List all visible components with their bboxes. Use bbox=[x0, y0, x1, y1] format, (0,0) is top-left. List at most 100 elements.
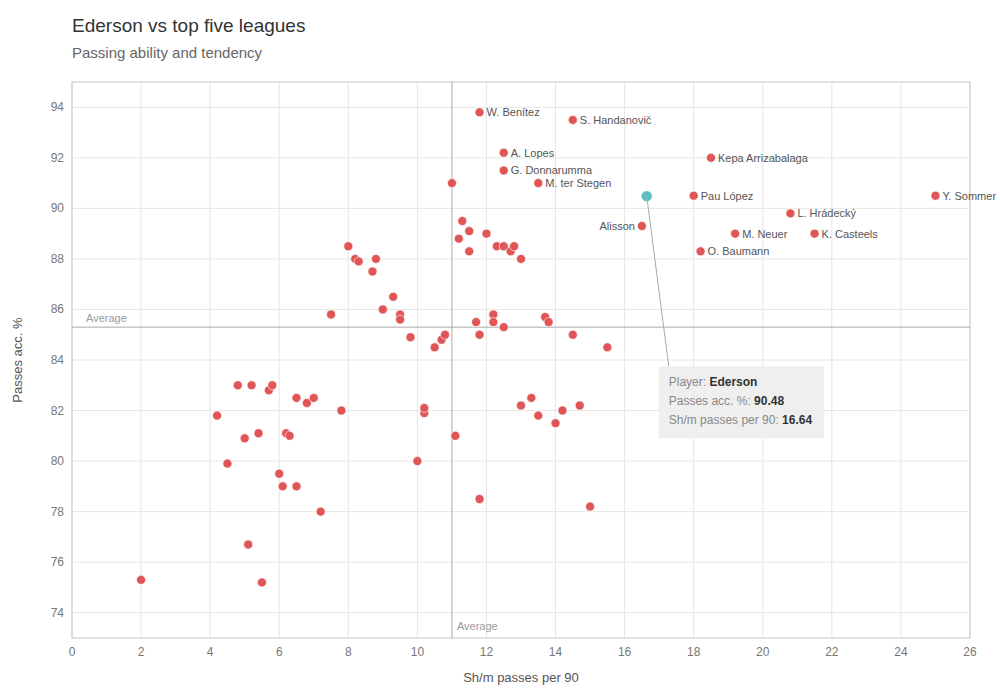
point bbox=[534, 411, 543, 420]
point bbox=[454, 234, 463, 243]
info-label: Sh/m passes per 90: bbox=[669, 413, 782, 427]
info-box-bg bbox=[659, 366, 824, 438]
subtitle: Passing ability and tendency bbox=[72, 44, 263, 61]
point bbox=[568, 330, 577, 339]
point bbox=[558, 406, 567, 415]
chart: Ederson vs top five leagues Passing abili… bbox=[0, 0, 1000, 700]
x-axis-label: Sh/m passes per 90 bbox=[463, 670, 579, 685]
point bbox=[396, 315, 405, 324]
point bbox=[327, 310, 336, 319]
point bbox=[482, 229, 491, 238]
point bbox=[292, 393, 301, 402]
point bbox=[368, 267, 377, 276]
tick-label: 88 bbox=[51, 252, 65, 266]
point bbox=[406, 333, 415, 342]
tick-label: 76 bbox=[51, 555, 65, 569]
point bbox=[420, 404, 429, 413]
tick-label: 84 bbox=[51, 353, 65, 367]
point bbox=[344, 242, 353, 251]
tick-label: 94 bbox=[51, 100, 65, 114]
info-box: Player: Ederson Passes acc. %: 90.48 Sh/m … bbox=[659, 366, 824, 438]
info-row: Sh/m passes per 90: 16.64 bbox=[669, 413, 813, 427]
tick-label: 0 bbox=[69, 645, 76, 659]
tick-label: 12 bbox=[480, 645, 494, 659]
point-label: S. Handanovič bbox=[580, 114, 652, 126]
point bbox=[458, 217, 467, 226]
tick-label: 82 bbox=[51, 404, 65, 418]
grid-line bbox=[72, 612, 970, 613]
point bbox=[413, 457, 422, 466]
point-label: L. Hrádecký bbox=[797, 207, 856, 219]
point bbox=[292, 482, 301, 491]
point bbox=[472, 318, 481, 327]
tick-label: 26 bbox=[963, 645, 977, 659]
point bbox=[441, 330, 450, 339]
point bbox=[275, 469, 284, 478]
tick-label: 10 bbox=[411, 645, 425, 659]
point bbox=[254, 429, 263, 438]
point bbox=[475, 330, 484, 339]
point-labels: W. BenítezA. LopesS. HandanovičG. Donnar… bbox=[487, 106, 997, 257]
info-row: Player: Ederson bbox=[669, 375, 758, 389]
point bbox=[706, 153, 715, 162]
point-label: K. Casteels bbox=[822, 228, 879, 240]
point bbox=[551, 419, 560, 428]
tick-label: 78 bbox=[51, 505, 65, 519]
connector bbox=[647, 196, 669, 366]
point bbox=[689, 191, 698, 200]
grid-line bbox=[72, 511, 970, 512]
point bbox=[931, 191, 940, 200]
tick-label: 80 bbox=[51, 454, 65, 468]
point bbox=[586, 502, 595, 511]
point bbox=[499, 148, 508, 157]
info-value: Ederson bbox=[709, 375, 757, 389]
point bbox=[499, 323, 508, 332]
tick-label: 22 bbox=[825, 645, 839, 659]
point-label: M. ter Stegen bbox=[545, 177, 611, 189]
plot-frame bbox=[72, 82, 970, 638]
point-label: Kepa Arrizabalaga bbox=[718, 152, 809, 164]
average-label: Average bbox=[86, 312, 127, 324]
tick-label: 4 bbox=[207, 645, 214, 659]
title: Ederson vs top five leagues bbox=[72, 15, 305, 36]
point bbox=[696, 247, 705, 256]
point bbox=[475, 108, 484, 117]
average-line bbox=[72, 327, 970, 328]
point bbox=[371, 254, 380, 263]
point bbox=[451, 431, 460, 440]
point bbox=[378, 305, 387, 314]
grid-line bbox=[72, 562, 970, 563]
point bbox=[285, 431, 294, 440]
point bbox=[247, 381, 256, 390]
tick-label: 86 bbox=[51, 302, 65, 316]
point bbox=[603, 343, 612, 352]
point bbox=[475, 495, 484, 504]
point bbox=[337, 406, 346, 415]
info-value: 16.64 bbox=[782, 413, 812, 427]
point bbox=[430, 343, 439, 352]
point bbox=[389, 292, 398, 301]
point bbox=[786, 209, 795, 218]
tick-label: 2 bbox=[138, 645, 145, 659]
average-line bbox=[451, 82, 452, 638]
point bbox=[517, 401, 526, 410]
point bbox=[637, 222, 646, 231]
point bbox=[465, 227, 474, 236]
point-label: O. Baumann bbox=[708, 245, 770, 257]
tick-label: 90 bbox=[51, 201, 65, 215]
info-row: Passes acc. %: 90.48 bbox=[669, 394, 785, 408]
point bbox=[447, 179, 456, 188]
tick-label: 18 bbox=[687, 645, 701, 659]
info-value: 90.48 bbox=[754, 394, 784, 408]
point bbox=[510, 242, 519, 251]
point bbox=[309, 393, 318, 402]
point bbox=[233, 381, 242, 390]
point bbox=[278, 482, 287, 491]
average-label: Average bbox=[457, 620, 498, 632]
grid-line bbox=[72, 309, 970, 310]
point bbox=[240, 434, 249, 443]
tick-label: 6 bbox=[276, 645, 283, 659]
tick-label: 8 bbox=[345, 645, 352, 659]
tick-label: 74 bbox=[51, 606, 65, 620]
grid bbox=[72, 82, 970, 638]
